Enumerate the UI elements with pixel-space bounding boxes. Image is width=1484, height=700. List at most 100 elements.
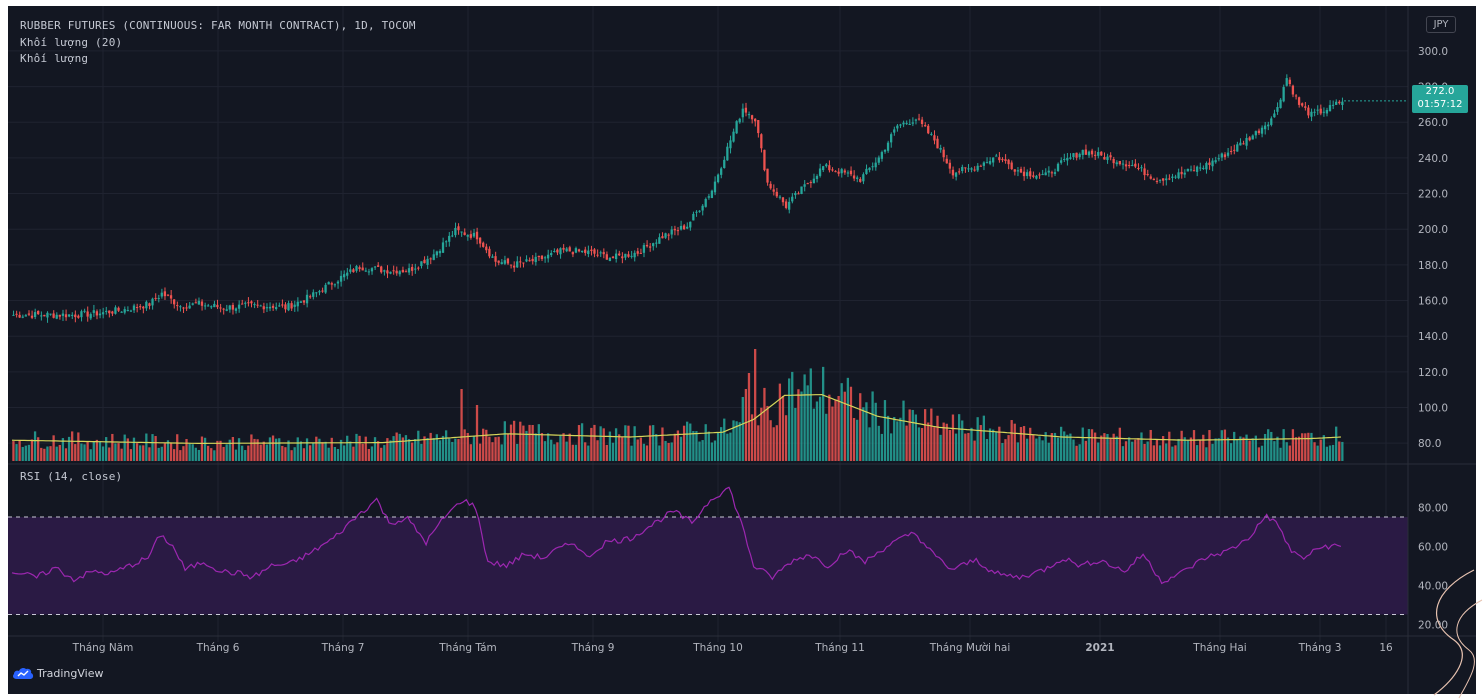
- candle-body: [364, 270, 367, 272]
- candle-body: [268, 306, 272, 309]
- volume-bar: [704, 424, 707, 461]
- volume-bar: [923, 409, 927, 461]
- volume-bar: [1038, 436, 1041, 461]
- candle-body: [1276, 107, 1279, 112]
- candle-body: [1069, 157, 1072, 159]
- volume-bar: [185, 439, 188, 461]
- candle-body: [1032, 175, 1035, 177]
- volume-bar: [1137, 438, 1140, 461]
- volume-bar: [1143, 443, 1146, 461]
- volume-bar: [698, 441, 701, 461]
- volume-bar: [296, 437, 299, 461]
- volume-bar: [1217, 438, 1220, 461]
- candle-body: [754, 118, 757, 122]
- candle-body: [435, 251, 438, 256]
- candle-body: [342, 274, 346, 278]
- candle-body: [225, 309, 228, 311]
- volume-bar: [525, 430, 528, 461]
- volume-bar: [305, 438, 309, 461]
- volume-bar: [244, 450, 247, 461]
- candle-body: [1019, 168, 1023, 173]
- volume-bar: [1301, 433, 1304, 461]
- volume-bar: [800, 391, 803, 461]
- volume-bar: [1233, 431, 1236, 461]
- candle-body: [271, 305, 275, 308]
- volume-bar: [373, 437, 377, 461]
- volume-bar: [599, 426, 602, 461]
- candle-body: [392, 270, 395, 272]
- candle-body: [908, 123, 911, 125]
- candle-body: [1004, 159, 1007, 161]
- candle-body: [720, 168, 723, 175]
- volume-bar: [1236, 439, 1239, 461]
- volume-bar: [89, 449, 92, 461]
- candle-body: [1093, 154, 1097, 156]
- candle-body: [114, 307, 117, 314]
- candle-body: [142, 306, 145, 309]
- price-tick-label: 80.0: [1418, 438, 1441, 450]
- candle-body: [380, 266, 383, 273]
- candle-body: [290, 303, 293, 309]
- candle-body: [129, 310, 133, 312]
- volume-bar: [126, 438, 129, 461]
- volume-bar: [1106, 433, 1109, 461]
- volume-bar: [333, 447, 337, 461]
- candle-body: [194, 302, 197, 304]
- candle-body: [207, 305, 210, 307]
- candle-body: [781, 197, 785, 203]
- candle-body: [899, 124, 902, 126]
- price-tick-label: 200.0: [1418, 224, 1448, 236]
- candle-body: [30, 315, 34, 318]
- volume-bar: [1127, 437, 1131, 461]
- currency-button[interactable]: JPY: [1426, 16, 1456, 33]
- volume-bar: [621, 436, 624, 461]
- candle-body: [788, 201, 791, 210]
- candle-body: [1010, 162, 1013, 170]
- candle-body: [222, 308, 225, 310]
- volume-bar: [843, 391, 846, 461]
- volume-bar: [98, 441, 102, 461]
- volume-bar: [509, 424, 513, 461]
- candle-body: [1053, 172, 1057, 174]
- candle-body: [1056, 163, 1060, 172]
- volume-bar: [1214, 438, 1217, 461]
- volume-bar: [478, 443, 482, 461]
- volume-bar: [358, 435, 361, 461]
- candle-body: [1245, 137, 1248, 146]
- candle-body: [957, 171, 961, 173]
- volume-bar: [1066, 434, 1069, 461]
- volume-bar: [457, 439, 460, 461]
- tradingview-logo[interactable]: TradingView: [12, 666, 103, 680]
- chart-canvas[interactable]: 300.0280.0260.0240.0220.0200.0180.0160.0…: [8, 6, 1476, 694]
- candle-body: [519, 261, 522, 263]
- volume-bar: [1010, 420, 1013, 461]
- volume-bar: [812, 408, 816, 461]
- candle-body: [1161, 178, 1165, 181]
- candle-body: [608, 258, 612, 261]
- candle-body: [1131, 165, 1134, 167]
- volume-bar: [349, 441, 352, 461]
- volume-bar: [1131, 441, 1134, 461]
- volume-bar: [500, 444, 503, 461]
- volume-bar: [1220, 430, 1223, 461]
- candle-body: [299, 301, 303, 303]
- candle-body: [219, 307, 222, 309]
- price-tick-label: 160.0: [1418, 296, 1448, 308]
- candle-body: [188, 305, 191, 309]
- candle-body: [417, 267, 420, 269]
- candle-body: [1233, 149, 1236, 151]
- volume-bar: [1208, 430, 1211, 461]
- candle-body: [1029, 171, 1032, 177]
- volume-bar: [939, 434, 942, 461]
- volume-bar: [466, 432, 469, 461]
- volume-bar: [1199, 439, 1202, 461]
- volume-bar: [1310, 432, 1313, 461]
- volume-bar: [540, 433, 544, 461]
- candle-body: [89, 314, 92, 319]
- volume-bar: [1093, 432, 1097, 461]
- volume-bar: [957, 414, 961, 461]
- volume-bar: [908, 409, 911, 461]
- candle-body: [704, 199, 707, 207]
- volume-bar: [339, 439, 343, 461]
- rsi-band: [8, 517, 1408, 615]
